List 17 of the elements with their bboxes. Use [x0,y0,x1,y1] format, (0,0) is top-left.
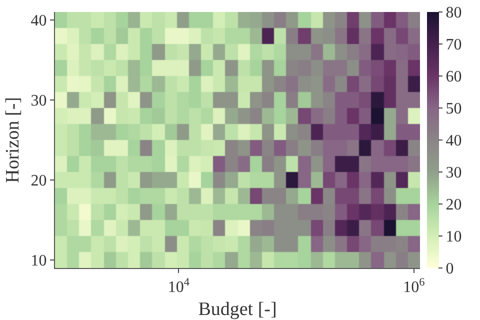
x-axis-title: Budget [-] [198,299,277,320]
color-bar-label: 60 [446,68,462,86]
color-bar-label: 20 [446,196,462,214]
color-bar-label: 40 [446,132,462,150]
y-tick-label: 20 [30,172,47,190]
x-tick-label: 10$^{4}$ [168,276,190,296]
color-bar-label: 50 [446,100,462,118]
color-bar-label: 10 [446,228,462,246]
y-tick-label: 40 [30,12,47,30]
color-bar-label: 70 [446,36,462,54]
y-tick-label: 30 [30,92,47,110]
color-bar-label: 0 [446,260,454,278]
x-tick-label: 10$^{6}$ [403,276,426,296]
color-bar-label: 80 [446,4,462,22]
y-axis-title: Horizon [-] [2,97,24,183]
y-tick-label: 10 [30,252,47,270]
color-bar-label: 30 [446,164,462,182]
